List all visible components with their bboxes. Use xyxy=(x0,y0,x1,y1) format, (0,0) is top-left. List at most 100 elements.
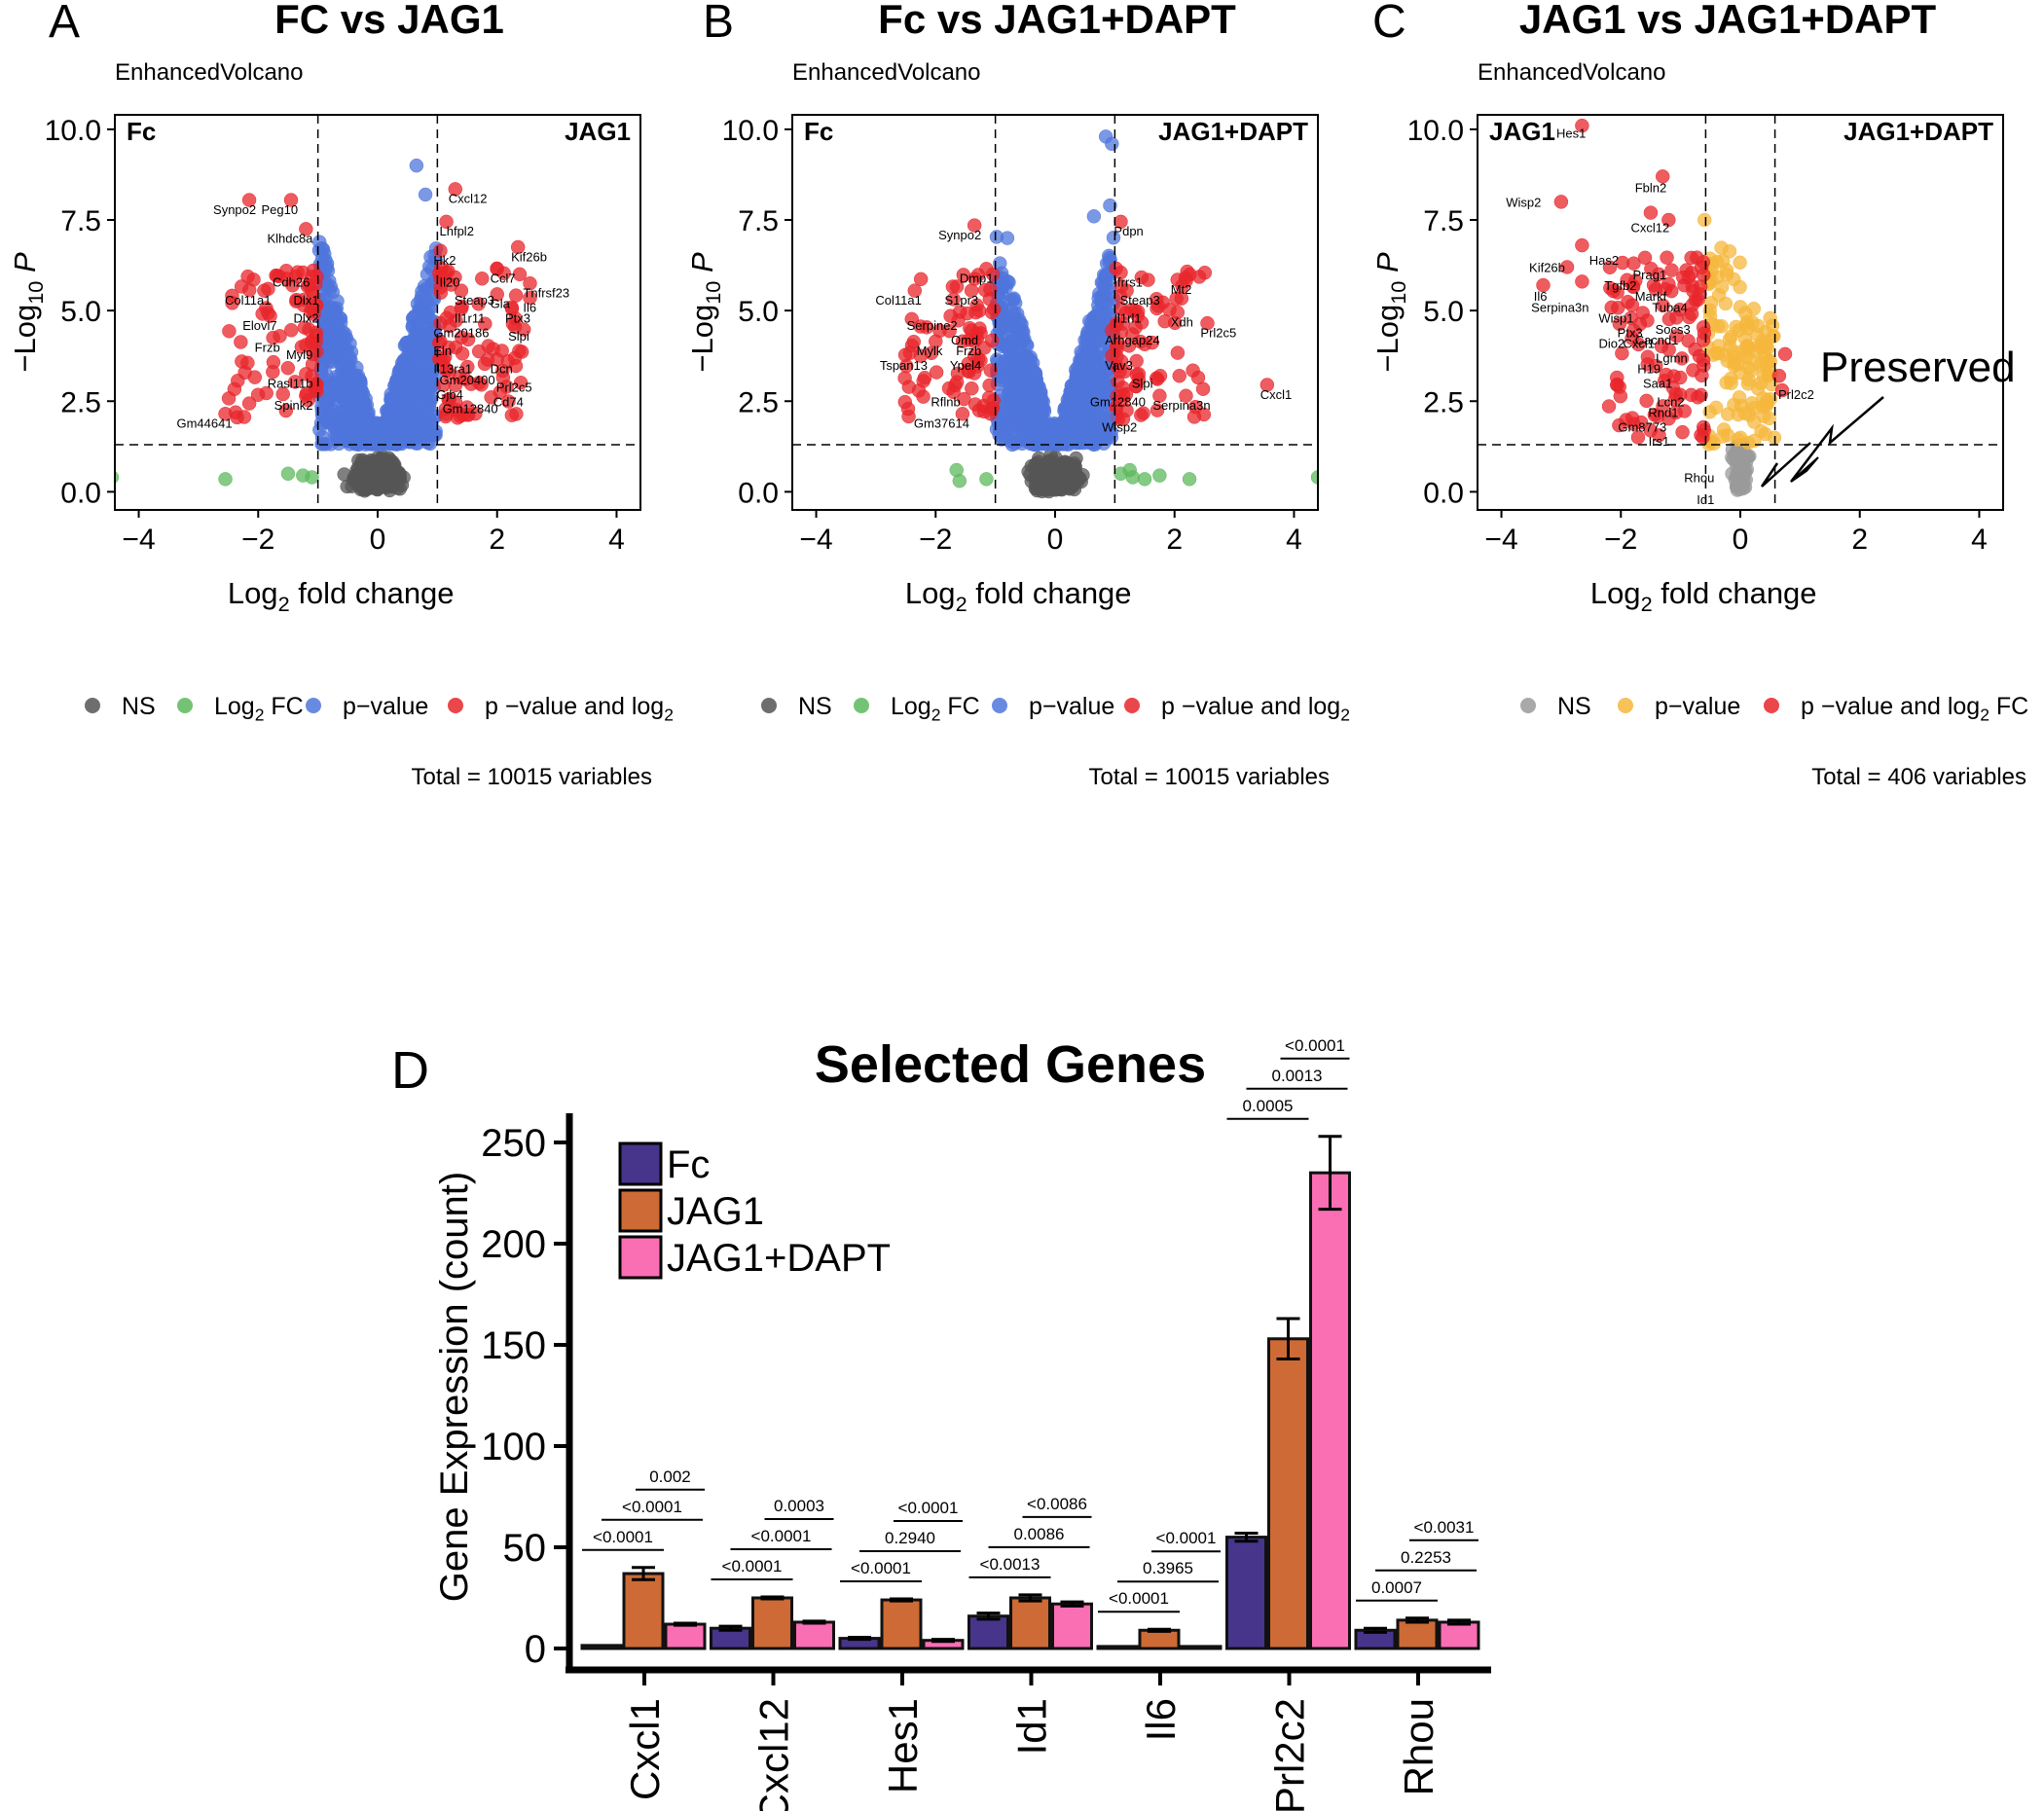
sig-point xyxy=(1661,343,1676,357)
sig-point xyxy=(1774,382,1790,398)
ns-point xyxy=(383,463,399,478)
sig-point xyxy=(310,269,324,284)
pvalue-point xyxy=(333,388,348,404)
legend-label: p−value xyxy=(1655,693,1740,720)
points-group xyxy=(897,129,1318,499)
bar-jag1-dapt-id1 xyxy=(1051,1602,1093,1650)
bar-jag1-dapt-cxcl1 xyxy=(664,1622,707,1650)
x-tick-label: Il6 xyxy=(1138,1698,1184,1741)
sig-point xyxy=(1150,403,1165,417)
gene-label: Socs3 xyxy=(1656,322,1691,337)
pvalue-point xyxy=(1023,394,1038,409)
y-tick-label: 150 xyxy=(481,1324,546,1367)
pvalue-fc-jag1-label: <0.0001 xyxy=(851,1559,911,1577)
gene-label: Rflnb xyxy=(931,394,960,409)
gene-label: Tgfb2 xyxy=(1604,278,1636,293)
gene-label: Pdpn xyxy=(1113,224,1143,238)
gene-label: Dmp1 xyxy=(960,272,994,286)
gene-label: Cxcl12 xyxy=(449,192,488,206)
sig-point xyxy=(475,272,490,286)
left-group-label: Fc xyxy=(127,117,156,146)
bar-jag1-dapt-prl2c2 xyxy=(1309,1171,1351,1650)
sig-point xyxy=(1612,316,1627,332)
pvalue-point xyxy=(1719,263,1734,277)
gene-label: Tnfrsf23 xyxy=(523,286,569,301)
legend-swatch xyxy=(618,1235,663,1280)
pvalue-jag1-dapt-label: <0.0086 xyxy=(1027,1495,1087,1513)
pvalue-point xyxy=(1005,383,1020,399)
labelled-point xyxy=(1200,315,1215,331)
sig-point xyxy=(1612,417,1626,433)
gene-label: Prl2c5 xyxy=(1200,325,1236,340)
pvalue-point xyxy=(1742,350,1757,366)
sig-point xyxy=(471,376,487,390)
gene-label: Il6 xyxy=(1534,289,1548,304)
sig-point xyxy=(1136,406,1150,420)
sig-point xyxy=(512,344,527,358)
sig-point xyxy=(1694,387,1708,403)
gene-label: Spink2 xyxy=(274,398,313,413)
labelled-point xyxy=(1089,384,1105,400)
labelled-point xyxy=(913,348,929,363)
volcano-panel-A: A FC vs JAG1 EnhancedVolcano −4 −2 0 2 4 0.0 2.5 5… xyxy=(8,0,674,790)
legend-label-part: 2 xyxy=(1340,705,1350,724)
labelled-point xyxy=(907,283,923,298)
pvalue-point xyxy=(1003,316,1018,331)
y-tick-label: 10.0 xyxy=(45,115,101,147)
legend-label: NS xyxy=(1557,693,1591,720)
bar-jag1-id1 xyxy=(1009,1596,1051,1650)
pvalue-point xyxy=(1733,279,1747,295)
legend-label: p −value and log2 xyxy=(1161,693,1350,724)
gene-label: Wisp2 xyxy=(1506,195,1541,209)
x-tick-label: Id1 xyxy=(1009,1698,1055,1755)
gene-label: Ptx3 xyxy=(1618,325,1643,340)
gene-label: Frzb xyxy=(255,340,280,354)
pvalue-jag1-dapt-label: <0.0001 xyxy=(898,1499,959,1517)
y-tick-label: 5.0 xyxy=(738,296,779,328)
y-tick-label: 0.0 xyxy=(738,477,779,509)
sig-point xyxy=(448,340,463,355)
gene-label: Tspan13 xyxy=(880,358,928,373)
fc-point xyxy=(115,470,120,485)
x-tick-label: −2 xyxy=(919,524,952,556)
sig-point xyxy=(1695,368,1709,383)
legend-label-part: 2 xyxy=(255,705,265,724)
fc-point xyxy=(305,470,319,485)
gene-label: Col11a1 xyxy=(875,293,921,308)
gene-label: Serpina3n xyxy=(1531,300,1588,314)
sig-point xyxy=(1553,195,1569,209)
legend-marker xyxy=(1520,698,1536,713)
sig-point xyxy=(1624,331,1639,345)
pvalue-point xyxy=(316,246,332,262)
labelled-point xyxy=(964,283,979,298)
gene-label: Col11a1 xyxy=(225,293,271,308)
labelled-point xyxy=(510,239,526,255)
chart-title: Selected Genes xyxy=(815,1035,1206,1094)
pvalue-point xyxy=(1105,136,1119,152)
labelled-point xyxy=(955,407,970,421)
gene-label: Kif26b xyxy=(1529,260,1565,274)
legend-marker xyxy=(761,698,777,713)
x-tick-label: Hes1 xyxy=(880,1698,926,1793)
y-tick-label: 2.5 xyxy=(1423,386,1464,418)
sig-point xyxy=(1602,260,1618,275)
y-tick-label: 10.0 xyxy=(1407,115,1464,147)
legend-label: JAG1+DAPT xyxy=(667,1237,891,1280)
pvalue-fc-jag1-label: <0.0013 xyxy=(980,1555,1040,1574)
sig-point xyxy=(1655,169,1670,184)
ns-point xyxy=(370,482,384,497)
y-tick-label: 100 xyxy=(481,1426,546,1468)
sig-point xyxy=(1661,411,1676,426)
fc-point xyxy=(280,466,296,482)
pvalue-point xyxy=(1086,209,1102,224)
gene-label: Markf xyxy=(1635,289,1667,304)
sig-point xyxy=(1141,272,1155,287)
labelled-point xyxy=(266,330,280,345)
gene-label: Fbln2 xyxy=(1635,180,1667,195)
legend-label: JAG1 xyxy=(667,1190,764,1233)
pvalue-point xyxy=(1749,327,1765,342)
gene-label: Dcn xyxy=(491,362,513,377)
gene-label: Wisp1 xyxy=(1598,311,1633,326)
x-axis-label-part: 2 xyxy=(278,592,290,616)
labelled-point xyxy=(257,283,272,298)
